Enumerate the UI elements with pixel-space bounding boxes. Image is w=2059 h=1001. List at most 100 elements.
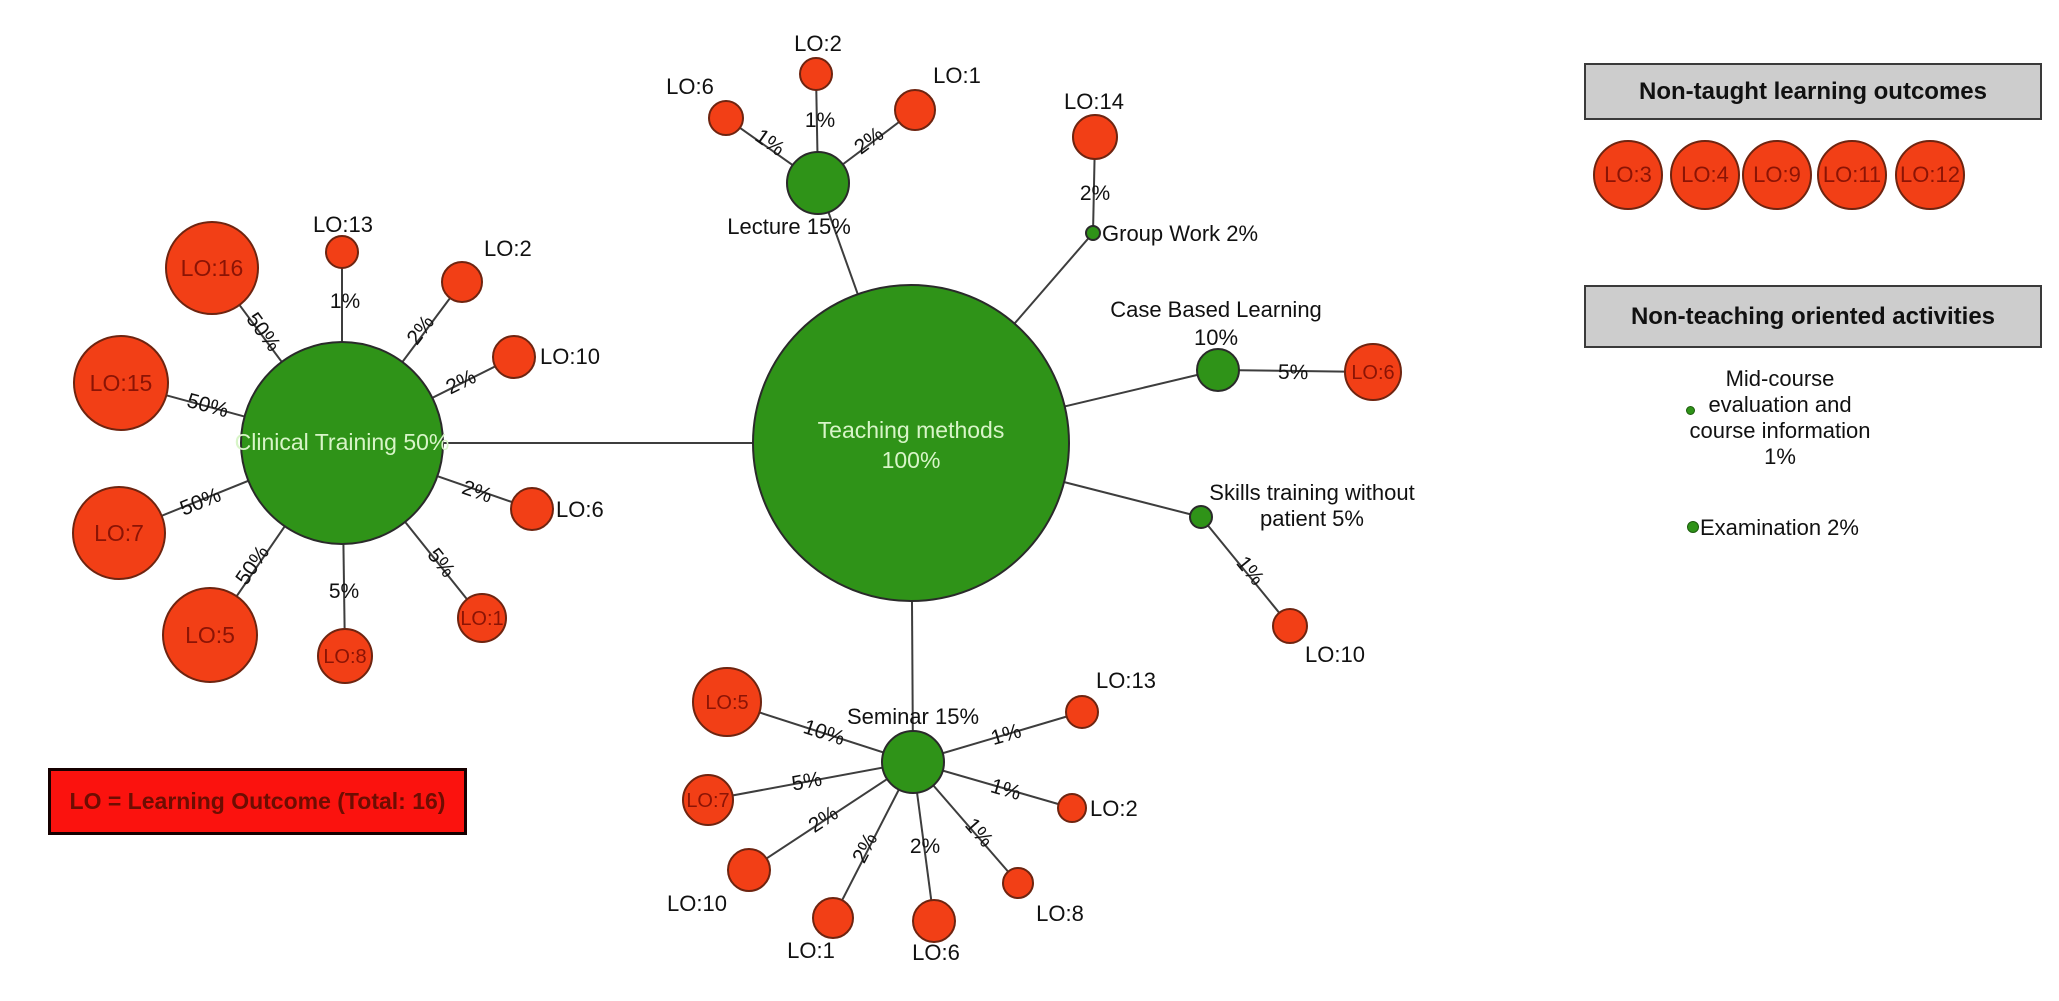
lo-definition-text: LO = Learning Outcome (Total: 16) (69, 788, 446, 814)
node-seminar-lo-10 (727, 848, 771, 892)
mid-course-evaluation-label: Mid-course evaluation and course informa… (1655, 366, 1905, 470)
node-teaching-methods (752, 284, 1070, 602)
node-seminar-lo-7 (682, 774, 734, 826)
edge-label-clinical-training-lo-13: 1% (330, 290, 360, 313)
node-seminar-lo-6 (912, 899, 956, 943)
edge-label-clinical-training-lo-10: 2% (442, 365, 479, 399)
label-group-work: Group Work 2% (1102, 221, 1258, 246)
edge-label-skills-training-without-patient-lo-10: 1% (1232, 552, 1269, 590)
node-lecture-lo-1 (894, 89, 936, 131)
mid-course-line: evaluation and (1708, 392, 1852, 417)
label-lecture: Lecture 15% (727, 214, 851, 239)
node-case-based-learning (1196, 348, 1240, 392)
node-clinical-training-lo-1 (457, 593, 507, 643)
node-skills-training-without-patient (1189, 505, 1213, 529)
edge-label-seminar-lo-7: 5% (790, 768, 824, 796)
node-lecture-lo-2 (799, 57, 833, 91)
label-skills-training-without-patient-line-0: Skills training without (1209, 480, 1414, 505)
label-lecture-lo-6: LO:6 (666, 74, 714, 99)
node-clinical-training-lo-16 (165, 221, 259, 315)
label-clinical-training-lo-6: LO:6 (556, 497, 604, 522)
node-clinical-training-lo-5 (162, 587, 258, 683)
legend-outcome-label: LO:11 (1822, 162, 1882, 187)
node-seminar-lo-5 (692, 667, 762, 737)
label-clinical-training-lo-13: LO:13 (313, 212, 373, 237)
legend-outcome-lo-11: LO:11 (1817, 140, 1887, 210)
node-group-work-lo-14 (1072, 114, 1118, 160)
legend-outcome-label: LO:9 (1753, 162, 1801, 187)
legend-outcome-lo-9: LO:9 (1742, 140, 1812, 210)
label-clinical-training-lo-5: LO:5 (185, 622, 235, 648)
label-clinical-training: Clinical Training 50% (235, 429, 450, 455)
edge-seminar-lo-7 (707, 761, 914, 801)
label-seminar-lo-6: LO:6 (912, 940, 960, 965)
label-seminar-lo-8: LO:8 (1036, 901, 1084, 926)
edge-label-seminar-lo-10: 2% (804, 802, 842, 838)
node-clinical-training (240, 341, 444, 545)
edge-label-seminar-lo-13: 1% (988, 719, 1024, 750)
label-clinical-training-lo-2: LO:2 (484, 236, 532, 261)
node-case-based-learning-lo-6 (1344, 343, 1402, 401)
node-group-work (1085, 225, 1101, 241)
label-seminar-lo-7: LO:7 (686, 790, 729, 812)
label-clinical-training-lo-7: LO:7 (94, 520, 144, 546)
mid-course-line: course information (1689, 418, 1871, 443)
edge-label-seminar-lo-5: 10% (800, 715, 847, 750)
label-clinical-training-lo-10: LO:10 (540, 344, 600, 369)
node-clinical-training-lo-8 (317, 628, 373, 684)
edge-label-clinical-training-lo-8: 5% (329, 580, 359, 603)
label-case-based-learning-line-0: Case Based Learning (1110, 297, 1322, 322)
node-seminar (881, 730, 945, 794)
edge-label-seminar-lo-6: 2% (910, 835, 940, 858)
legend-outcome-label: LO:4 (1681, 162, 1729, 187)
node-clinical-training-lo-2 (441, 261, 483, 303)
edge-label-seminar-lo-1: 2% (848, 829, 882, 867)
node-seminar-lo-13 (1065, 695, 1099, 729)
edge-label-seminar-lo-2: 1% (988, 774, 1024, 805)
mid-course-line: 1% (1764, 444, 1796, 469)
node-clinical-training-lo-15 (73, 335, 169, 431)
node-skills-training-without-patient-lo-10 (1272, 608, 1308, 644)
node-lecture-lo-6 (708, 100, 744, 136)
mid-course-evaluation-dot (1686, 406, 1695, 415)
label-skills-training-without-patient-lo-10: LO:10 (1305, 642, 1365, 667)
node-seminar-lo-1 (812, 897, 854, 939)
legend-outcome-label: LO:3 (1604, 162, 1652, 187)
examination-label: Examination 2% (1700, 515, 1859, 540)
label-skills-training-without-patient-line-1: patient 5% (1260, 506, 1364, 531)
label-case-based-learning-lo-6: LO:6 (1351, 362, 1394, 384)
legend-outcome-lo-3: LO:3 (1593, 140, 1663, 210)
node-lecture (786, 151, 850, 215)
label-teaching-methods-line-0: Teaching methods (818, 417, 1005, 443)
edge-label-case-based-learning-lo-6: 5% (1278, 361, 1309, 384)
label-seminar-lo-2: LO:2 (1090, 796, 1138, 821)
legend-outcome-label: LO:12 (1900, 162, 1960, 187)
examination-dot (1687, 521, 1699, 533)
lo-definition-box: LO = Learning Outcome (Total: 16) (48, 768, 467, 835)
edge-label-seminar-lo-8: 1% (960, 814, 997, 852)
edge-label-lecture-lo-2: 1% (805, 109, 835, 132)
node-clinical-training-lo-7 (72, 486, 166, 580)
label-clinical-training-lo-16: LO:16 (181, 255, 244, 281)
label-case-based-learning-line-1: 10% (1194, 325, 1238, 350)
edge-label-clinical-training-lo-15: 50% (184, 389, 231, 422)
label-seminar: Seminar 15% (847, 704, 979, 729)
non-teaching-activities-header: Non-teaching oriented activities (1584, 285, 2042, 348)
node-seminar-lo-8 (1002, 867, 1034, 899)
label-clinical-training-lo-8: LO:8 (323, 646, 366, 668)
label-clinical-training-lo-1: LO:1 (460, 608, 503, 630)
legend-outcome-lo-12: LO:12 (1895, 140, 1965, 210)
label-lecture-lo-2: LO:2 (794, 31, 842, 56)
edge-label-clinical-training-lo-6: 2% (459, 476, 495, 508)
label-clinical-training-lo-15: LO:15 (90, 370, 153, 396)
edge-label-clinical-training-lo-7: 50% (177, 483, 225, 520)
node-clinical-training-lo-13 (325, 235, 359, 269)
edge-label-clinical-training-lo-5: 50% (231, 541, 274, 589)
label-lecture-lo-1: LO:1 (933, 63, 981, 88)
non-taught-outcomes-header: Non-taught learning outcomes (1584, 63, 2042, 120)
label-seminar-lo-13: LO:13 (1096, 668, 1156, 693)
label-teaching-methods-line-1: 100% (882, 447, 941, 473)
mid-course-line: Mid-course (1725, 366, 1835, 391)
